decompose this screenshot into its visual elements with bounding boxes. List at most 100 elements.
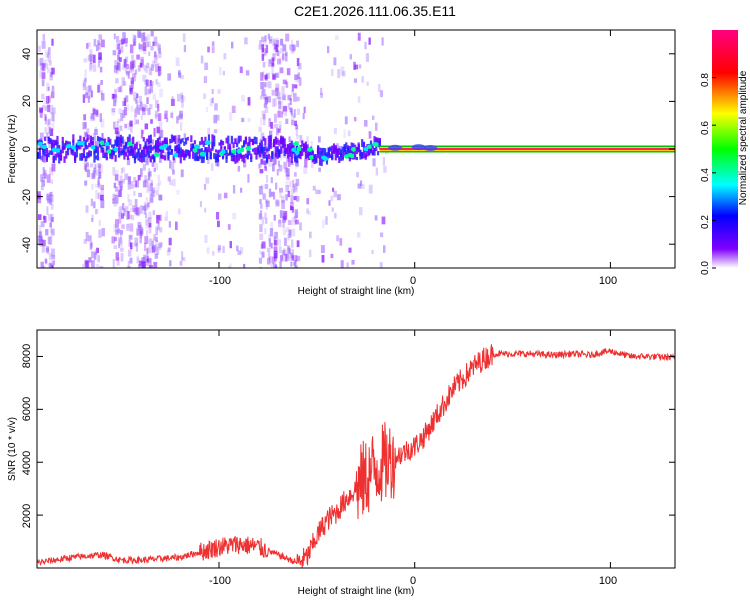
spectrogram-band-cell xyxy=(324,148,327,157)
spectrogram-noise-cell xyxy=(296,134,299,139)
spectrogram-band-cell xyxy=(213,143,216,147)
spectrogram-noise-cell xyxy=(51,163,56,172)
spectrogram-noise-cell xyxy=(365,53,369,62)
spectrogram-band-cell xyxy=(331,154,334,160)
spectrogram-noise-cell xyxy=(115,169,119,177)
spectrogram-noise-cell xyxy=(137,108,141,115)
spectrogram-band-cell xyxy=(103,154,107,159)
spectrogram-noise-cell xyxy=(268,256,273,263)
spectrogram-noise-cell xyxy=(82,81,86,87)
spectrogram-band-cell xyxy=(253,140,256,144)
spectrogram-noise-cell xyxy=(277,110,281,118)
spectrogram-noise-cell xyxy=(155,244,158,252)
spectrogram-peak-cell xyxy=(162,143,169,149)
spectrogram-noise-cell xyxy=(38,235,43,243)
spectrogram-band-cell xyxy=(114,139,117,146)
spectrogram-band-cell xyxy=(126,155,130,160)
spectrogram-band-cell xyxy=(257,145,260,149)
spectrogram-noise-cell xyxy=(85,92,88,99)
spectrogram-band-cell xyxy=(230,135,233,144)
spectrogram-noise-cell xyxy=(237,250,242,256)
spectrogram-noise-cell xyxy=(147,259,151,266)
spectrogram-noise-cell xyxy=(41,246,46,253)
spectrogram-band-cell xyxy=(306,144,309,150)
spectrogram-band-cell xyxy=(258,151,262,157)
spectrogram-noise-cell xyxy=(140,129,144,139)
spectrogram-noise-cell xyxy=(180,75,185,80)
colorbar-ticks xyxy=(712,77,716,269)
spectrogram-noise-cell xyxy=(148,140,152,150)
spectrogram-noise-cell xyxy=(49,197,53,206)
spectrogram-noise-cell xyxy=(165,211,168,217)
spectrogram-noise-cell xyxy=(121,203,125,210)
spectrogram-band-cell xyxy=(89,150,93,157)
spectrogram-band-cell xyxy=(169,138,172,144)
spectrogram-band-cell xyxy=(257,147,260,155)
spectrogram-noise-cell xyxy=(204,62,209,71)
spectrogram-noise-cell xyxy=(91,217,94,222)
spectrogram-noise-cell xyxy=(297,72,301,80)
spectrogram-noise-cell xyxy=(90,113,94,120)
spectrogram-noise-cell xyxy=(268,158,273,167)
spectrogram-band-cell xyxy=(199,148,202,156)
spectrogram-band-cell xyxy=(79,143,82,150)
spectrogram-noise-cell xyxy=(294,209,298,219)
spectrogram-noise-cell xyxy=(172,158,176,163)
spectrogram-noise-cell xyxy=(144,203,149,211)
spectrogram-noise-cell xyxy=(134,205,138,215)
spectrogram-noise-cell xyxy=(287,94,292,101)
spectrogram-noise-cell xyxy=(49,226,53,233)
spectrogram-noise-cell xyxy=(146,185,150,193)
spectrogram-noise-cell xyxy=(148,264,153,268)
spectrogram-noise-cell xyxy=(267,81,272,89)
spectrogram-noise-cell xyxy=(127,260,130,268)
spectrogram-noise-cell xyxy=(47,149,51,155)
spectrogram-noise-cell xyxy=(258,257,263,264)
spectrogram-noise-cell xyxy=(348,247,352,253)
spectrogram-noise-cell xyxy=(164,113,167,120)
spectrogram-noise-cell xyxy=(344,116,348,125)
spectrogram-band-cell xyxy=(276,153,279,159)
spectrogram-band-cell xyxy=(202,140,205,147)
spectrogram-noise-cell xyxy=(144,175,147,183)
spectrogram-band-cell xyxy=(317,151,320,159)
spectrogram-noise-cell xyxy=(100,199,105,209)
spectrogram-noise-cell xyxy=(111,93,115,100)
spectrogram-noise-cell xyxy=(222,70,225,76)
spectrogram-noise-cell xyxy=(204,207,207,213)
spectrogram-noise-cell xyxy=(273,250,278,259)
spectrogram-noise-cell xyxy=(286,68,291,76)
spectrogram-band-cell xyxy=(125,152,128,157)
spectrogram-noise-cell xyxy=(295,163,298,169)
spectrogram-noise-cell xyxy=(346,262,349,268)
spectrogram-noise-cell xyxy=(261,44,264,53)
spectrogram-noise-cell xyxy=(125,64,129,69)
colorbar-tick-label: 0.2 xyxy=(700,215,711,229)
spectrogram-noise-cell xyxy=(275,199,280,207)
spectrogram-noise-cell xyxy=(100,79,103,85)
spectrogram-band-cell xyxy=(236,142,239,148)
spectrogram-noise-cell xyxy=(278,219,281,224)
spectrogram-band-cell xyxy=(251,148,255,152)
spectrogram-noise-cell xyxy=(153,51,157,58)
spectrogram-noise-cell xyxy=(262,120,266,126)
spectrogram-noise-cell xyxy=(159,88,164,97)
spectrogram-band-cell xyxy=(375,146,378,152)
spectrogram-noise-cell xyxy=(148,226,152,234)
spectrogram-band-cell xyxy=(241,155,244,162)
spectrogram-noise-cell xyxy=(279,38,284,46)
spectrogram-noise-cell xyxy=(268,130,273,139)
spectrogram-band-cell xyxy=(320,157,323,167)
spectrogram-noise-cell xyxy=(99,164,103,173)
spectrogram-noise-cell xyxy=(143,204,147,212)
spectrogram-noise-cell xyxy=(48,252,52,260)
spectrogram-band-cell xyxy=(315,154,318,160)
spectrogram-noise-cell xyxy=(37,58,41,67)
spectrogram-noise-cell xyxy=(357,183,362,189)
spectrogram-band-cell xyxy=(221,154,225,159)
spectrogram-noise-cell xyxy=(148,238,152,247)
spectrogram-noise-cell xyxy=(357,32,361,41)
spectrogram-band-cell xyxy=(191,143,195,149)
spectrogram-noise-cell xyxy=(317,136,321,143)
spectrogram-peak-cell xyxy=(79,141,86,146)
